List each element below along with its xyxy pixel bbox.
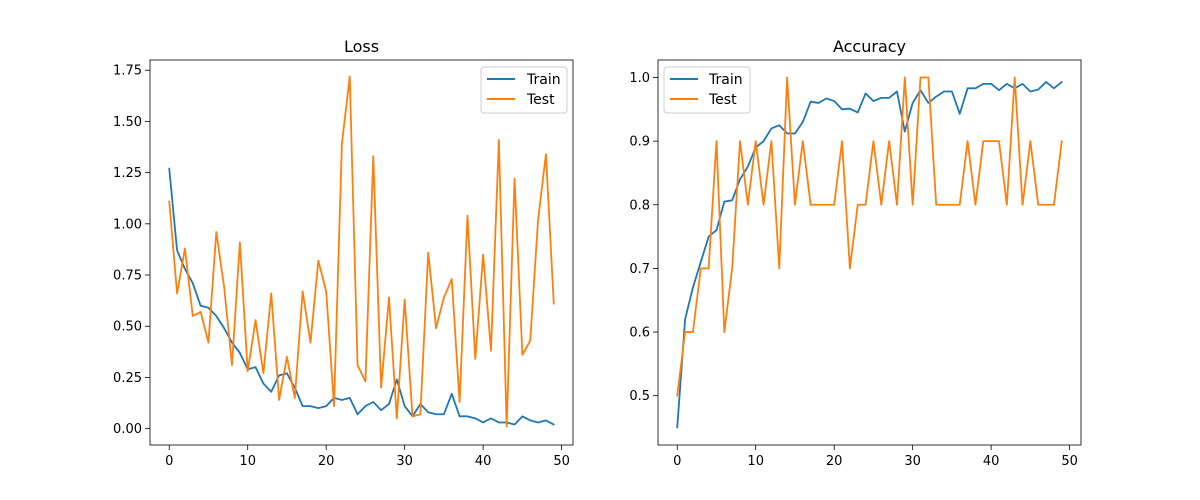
accuracy-chart: Accuracy 0 10 20 30 40 50 0.50.60.70.80.91.0 … [629,37,1082,469]
accuracy-x-tick-label: 40 [983,454,1000,469]
loss-x-tick-label: 30 [396,454,413,469]
accuracy-chart-title: Accuracy [833,37,906,56]
accuracy-x-tick-label: 30 [904,454,921,469]
accuracy-x-tick-label: 20 [826,454,843,469]
loss-y-tick-label: 1.50 [113,115,142,130]
accuracy-series-layer [676,76,1063,429]
accuracy-x-tick-label: 10 [747,454,764,469]
loss-y-tick-label: 0.00 [113,422,142,437]
loss-test-series-line [168,75,555,428]
accuracy-y-tick-label: 0.6 [629,326,650,341]
accuracy-train-series-line [676,81,1063,429]
loss-y-tick-label: 0.50 [113,320,142,335]
loss-plot-area [149,59,574,446]
loss-y-tick-label: 1.25 [113,166,142,181]
accuracy-y-tick-label: 0.8 [629,198,650,213]
loss-chart: Loss 0 10 20 30 40 50 0.00 0.25 0.50 0.75 1.00 1.2… [113,37,574,469]
loss-y-tick-label: 0.25 [113,371,142,386]
loss-legend: Train Test [480,66,568,114]
loss-y-tick-label: 1.00 [113,217,142,232]
accuracy-y-tick-label: 1.0 [629,71,650,86]
loss-series-layer [168,75,555,428]
loss-x-tick-label: 40 [475,454,492,469]
loss-y-tick-label: 0.75 [113,269,142,284]
loss-x-tick-label: 50 [553,454,570,469]
accuracy-y-tick-label: 0.5 [629,389,650,404]
accuracy-legend: Train Test [663,66,751,114]
accuracy-x-tick-label: 0 [673,454,681,469]
accuracy-test-series-line [676,76,1063,397]
accuracy-x-tick-label: 50 [1061,454,1078,469]
loss-chart-title: Loss [344,37,379,56]
loss-legend-test-label: Test [526,92,555,108]
accuracy-y-axis: 0.5 0.6 0.7 0.8 0.9 1.0 [629,71,658,404]
loss-x-tick-label: 0 [165,454,173,469]
accuracy-y-tick-label: 0.7 [629,262,650,277]
loss-y-axis: 0.00 0.25 0.50 0.75 1.00 1.25 1.50 1.75 [113,64,150,437]
accuracy-y-tick-label: 0.9 [629,135,650,150]
accuracy-plot-area [657,59,1082,446]
loss-y-tick-label: 1.75 [113,64,142,79]
accuracy-legend-train-label: Train [708,72,743,88]
loss-x-axis: 0 10 20 30 40 50 [165,445,570,469]
accuracy-x-axis: 0 10 20 30 40 50 [673,445,1078,469]
loss-x-tick-label: 10 [239,454,256,469]
loss-legend-train-label: Train [526,72,561,88]
accuracy-legend-test-label: Test [708,92,737,108]
loss-x-tick-label: 20 [318,454,335,469]
